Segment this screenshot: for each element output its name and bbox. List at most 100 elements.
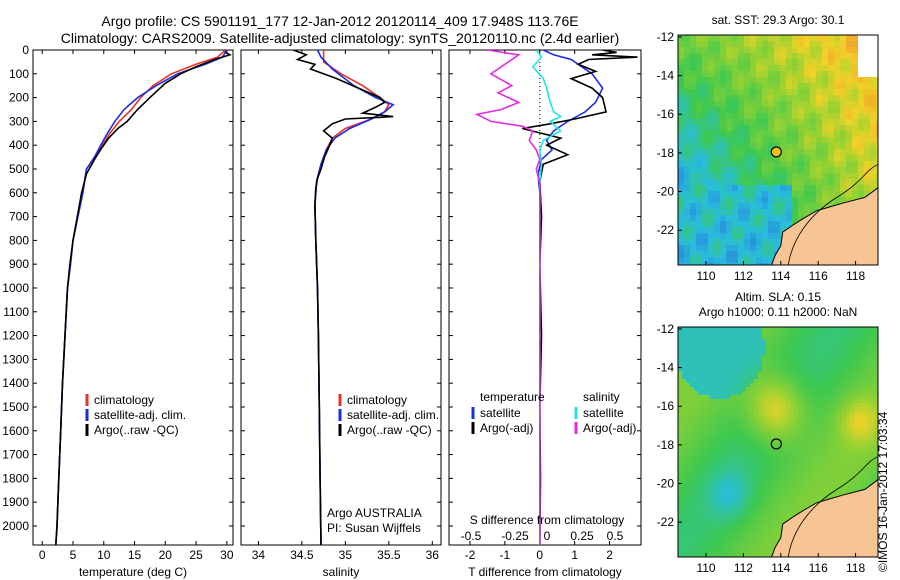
map-cell [774,491,779,496]
map-cell [834,435,839,440]
map-cell [762,239,769,246]
map-cell [710,379,715,384]
map-cell [678,95,685,102]
map-cell [782,339,787,344]
map-cell [846,191,853,198]
map-cell [684,197,691,204]
map-cell [816,101,823,108]
map-cell [766,519,771,524]
map-cell [714,479,719,484]
map-cell [840,77,847,84]
map-cell [714,161,721,168]
map-cell [870,379,875,384]
map-cell [738,339,743,344]
map-cell [810,119,817,126]
map-cell [798,41,805,48]
map-cell [682,359,687,364]
map-cell [826,443,831,448]
map-cell [710,375,715,380]
map-cell [806,419,811,424]
map-cell [870,125,877,132]
map-cell [854,419,859,424]
map-cell [792,83,799,90]
map-cell [758,539,763,544]
map-cell [758,471,763,476]
map-cell [758,331,763,336]
map-cell [730,447,735,452]
map-cell [708,173,715,180]
map-cell [858,339,863,344]
map-cell [734,411,739,416]
map-cell [870,427,875,432]
y-tick-label: -22 [657,515,675,529]
map-cell [858,359,863,364]
map-cell [802,343,807,348]
map-cell [720,245,727,252]
map-cell [730,479,735,484]
map-cell [786,209,793,216]
map-cell [794,395,799,400]
map-cell [840,89,847,96]
map-cell [786,463,791,468]
map-cell [828,107,835,114]
map-cell [686,447,691,452]
map-cell [798,439,803,444]
map-cell [834,137,841,144]
y-tick-label: -12 [657,30,675,44]
map-cell [750,543,755,548]
y-tick-label: 1700 [2,448,29,462]
series-argo [55,51,232,545]
map-cell [858,185,865,192]
map-cell [756,233,763,240]
map-cell [774,395,779,400]
map-cell [754,475,759,480]
map-cell [802,467,807,472]
map-cell [690,503,695,508]
map-cell [730,371,735,376]
map-cell [762,491,767,496]
map-cell [822,379,827,384]
map-cell [858,471,863,476]
map-cell [726,507,731,512]
map-cell [862,459,867,464]
map-cell [780,95,787,102]
map-cell [694,399,699,404]
map-cell [726,125,733,132]
map-cell [726,363,731,368]
map-cell [870,411,875,416]
map-cell [768,203,775,210]
map-cell [804,203,811,210]
map-cell [686,383,691,388]
map-cell [798,125,805,132]
map-cell [792,149,799,156]
map-cell [684,173,691,180]
map-cell [708,125,715,132]
map-cell [738,215,745,222]
map-cell [708,47,715,54]
map-cell [678,47,685,54]
map-cell [714,443,719,448]
map-cell [678,263,685,265]
map-cell [762,387,767,392]
map-cell [786,137,793,144]
map-cell [866,471,871,476]
map-cell [768,191,775,198]
map-cell [754,435,759,440]
map-cell [786,379,791,384]
map-cell [734,551,739,556]
map-cell [730,379,735,384]
map-cell [742,403,747,408]
map-cell [734,459,739,464]
map-cell [768,65,775,72]
map-cell [708,41,715,48]
map-cell [758,463,763,468]
map-cell [684,125,691,132]
map-cell [862,451,867,456]
map-cell [756,65,763,72]
map-cell [846,447,851,452]
map-cell [690,197,697,204]
map-cell [730,543,735,548]
map-cell [766,355,771,360]
map-cell [810,77,817,84]
map-cell [810,423,815,428]
